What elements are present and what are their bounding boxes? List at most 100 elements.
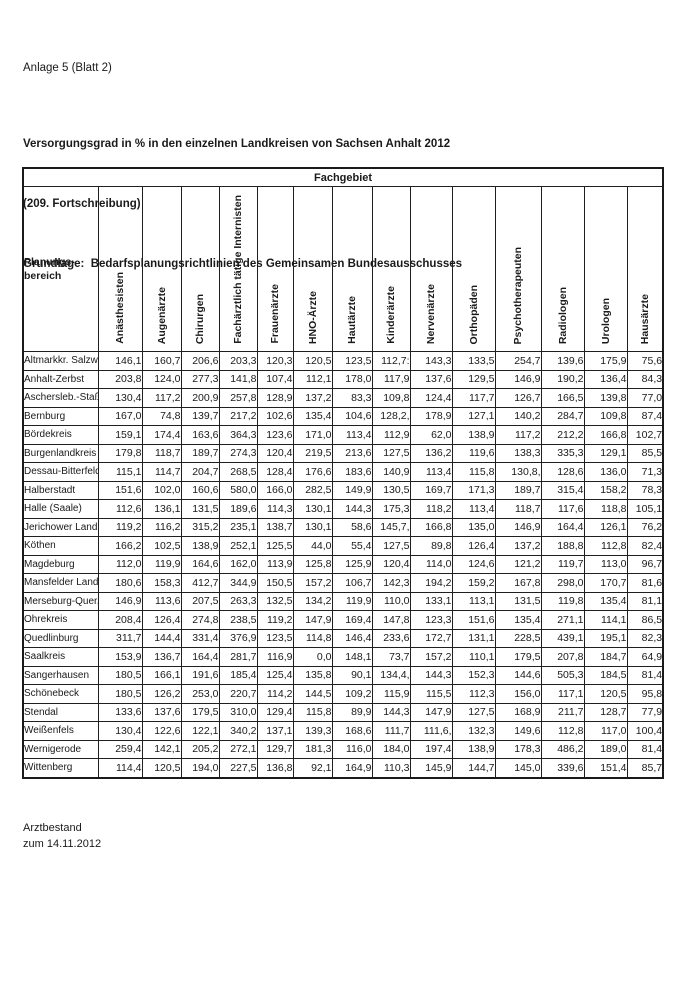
row-name: Jerichower Land [22,517,99,537]
column-header-label: Kinderärzte [385,286,397,344]
cell-value: 157,2 [409,647,453,667]
cell-value: 128,9 [256,388,294,408]
cell-value: 128,6 [540,462,585,482]
cell-value: 140,2 [494,406,542,426]
cell-value: 179,5 [180,702,220,722]
column-header: Anästhesisten [97,186,143,352]
column-header-label: Radiologen [556,286,569,344]
cell-value: 195,1 [583,628,628,648]
column-header-label: Hausärzte [638,293,651,344]
cell-value: 115,8 [292,702,333,722]
cell-value: 126,2 [141,684,182,704]
cell-value: 220,7 [218,684,258,704]
cell-value: 120,5 [583,684,628,704]
cell-value: 134,4, [371,665,411,685]
cell-value: 146,4 [331,628,373,648]
cell-value: 184,0 [371,739,411,759]
cell-value: 158,3 [141,573,182,593]
cell-value: 179,8 [97,443,143,463]
cell-value: 139,8 [583,388,628,408]
cell-value: 117,6 [540,499,585,519]
row-name: Wittenberg [22,758,99,778]
cell-value: 112,1 [292,369,333,389]
column-header-label: Urologen [599,297,612,344]
cell-value: 189,7 [180,443,220,463]
cell-value: 171,0 [292,425,333,445]
cell-value: 344,9 [218,573,258,593]
cell-value: 315,4 [540,480,585,500]
cell-value: 113,9 [256,554,294,574]
cell-value: 194,2 [409,573,453,593]
page-annotation: Anlage 5 (Blatt 2) [23,62,112,74]
cell-value: 274,8 [180,610,220,630]
cell-value: 129,5 [451,369,496,389]
cell-value: 130,1 [292,499,333,519]
cell-value: 117,1 [540,684,585,704]
cell-value: 117,7 [451,388,496,408]
cell-value: 144,3 [409,665,453,685]
cell-value: 112,9 [371,425,411,445]
table-row: Altmarkkr. Salzw. 146,1 160,7 206,6 203,3 120… [22,351,664,371]
table-row: Sangerhausen 180,5 166,1 191,6 185,4 125,4 135… [22,665,664,685]
cell-value: 124,0 [141,369,182,389]
column-header: Radiologen [540,186,585,352]
cell-value: 44,0 [292,536,333,556]
cell-value: 178,3 [494,739,542,759]
cell-value: 228,5 [494,628,542,648]
cell-value: 183,6 [331,462,373,482]
cell-value: 271,1 [540,610,585,630]
cell-value: 95,8 [626,684,664,704]
cell-value: 298,0 [540,573,585,593]
cell-value: 120,4 [371,554,411,574]
cell-value: 227,5 [218,758,258,778]
cell-value: 340,2 [218,721,258,741]
cell-value: 138,3 [494,443,542,463]
cell-value: 102,7 [626,425,664,445]
cell-value: 82,3 [626,628,664,648]
row-name: Merseburg-Quer. [22,591,99,611]
cell-value: 184,7 [583,647,628,667]
row-name: Halle (Saale) [22,499,99,519]
cell-value: 125,9 [331,554,373,574]
cell-value: 113,0 [583,554,628,574]
cell-value: 188,8 [540,536,585,556]
cell-value: 124,6 [451,554,496,574]
cell-value: 127,5 [371,443,411,463]
cell-value: 102,5 [141,536,182,556]
cell-value: 113,1 [451,591,496,611]
table-row: Wernigerode 259,4 142,1 205,2 272,1 129,7 181,… [22,739,664,759]
cell-value: 166,2 [97,536,143,556]
cell-value: 81,4 [626,665,664,685]
cell-value: 136,4 [583,369,628,389]
group-header-row: Fachgebiet [22,167,664,187]
cell-value: 138,9 [180,536,220,556]
cell-value: 163,6 [180,425,220,445]
cell-value: 171,3 [451,480,496,500]
cell-value: 233,6 [371,628,411,648]
cell-value: 151,6 [451,610,496,630]
column-header: Urologen [583,186,628,352]
row-name: Bernburg [22,406,99,426]
cell-value: 131,1 [451,628,496,648]
cell-value: 117,0 [583,721,628,741]
row-header-line2: bereich [24,270,62,282]
versorgungsgrad-table: Fachgebiet Planungs- bereich Anästhesist… [22,167,665,779]
cell-value: 81,1 [626,591,664,611]
cell-value: 339,6 [540,758,585,778]
cell-value: 162,0 [218,554,258,574]
cell-value: 169,7 [409,480,453,500]
row-name: Köthen [22,536,99,556]
cell-value: 136,0 [583,462,628,482]
cell-value: 120,3 [256,351,294,371]
cell-value: 113,4 [409,462,453,482]
cell-value: 144,3 [371,702,411,722]
row-name: Altmarkkr. Salzw. [22,351,99,371]
table-row: Jerichower Land 119,2 116,2 315,2 235,1 138,7… [22,517,664,537]
cell-value: 167,0 [97,406,143,426]
cell-value: 132,3 [451,721,496,741]
cell-value: 100,4 [626,721,664,741]
cell-value: 189,7 [494,480,542,500]
row-name: Halberstadt [22,480,99,500]
cell-value: 207,5 [180,591,220,611]
cell-value: 136,1 [141,499,182,519]
